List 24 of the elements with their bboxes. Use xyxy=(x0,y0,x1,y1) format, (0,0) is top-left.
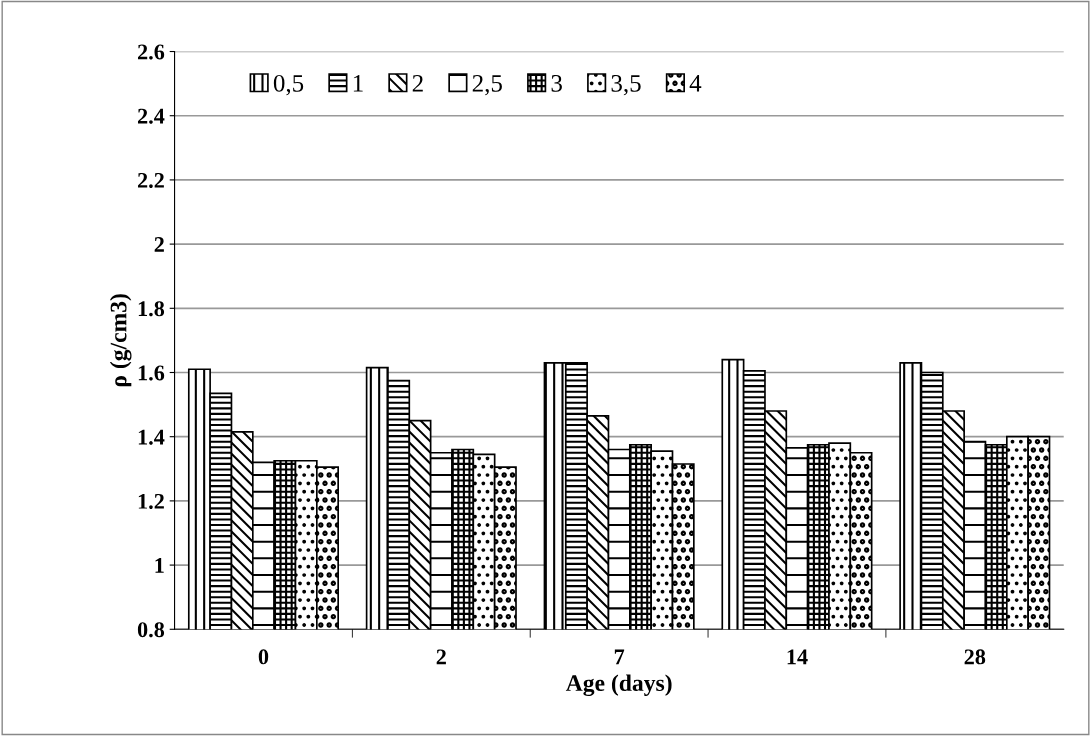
y-tick-label: 1.2 xyxy=(138,493,164,509)
x-tick-label: 2 xyxy=(436,649,446,665)
y-tick-label: 2.2 xyxy=(137,172,164,188)
y-tick-label: 1.4 xyxy=(138,429,165,445)
y-tick-label: 0.8 xyxy=(137,622,165,638)
y-axis-title: ρ (g/cm3) xyxy=(109,294,132,387)
x-tick-label: 28 xyxy=(964,649,986,665)
legend-label: 3,5 xyxy=(611,74,641,96)
x-axis-title: Age (days) xyxy=(565,674,672,697)
y-tick-label: 2.4 xyxy=(137,108,165,124)
legend-label: 3 xyxy=(551,74,562,92)
y-tick-label: 1 xyxy=(155,558,164,573)
y-tick-label: 1.8 xyxy=(138,301,165,317)
y-tick-label: 2 xyxy=(154,237,164,252)
legend-label: 4 xyxy=(689,75,702,92)
legend-label: 2 xyxy=(412,74,423,92)
x-tick-label: 7 xyxy=(614,649,625,665)
x-tick-label: 0 xyxy=(258,649,269,665)
x-tick-label: 14 xyxy=(787,649,808,665)
legend-label: 2,5 xyxy=(472,74,502,96)
y-tick-label: 1.6 xyxy=(138,365,165,381)
y-tick-label: 2.6 xyxy=(137,44,165,60)
legend-label: 1 xyxy=(353,75,363,92)
legend-label: 0,5 xyxy=(273,74,304,96)
